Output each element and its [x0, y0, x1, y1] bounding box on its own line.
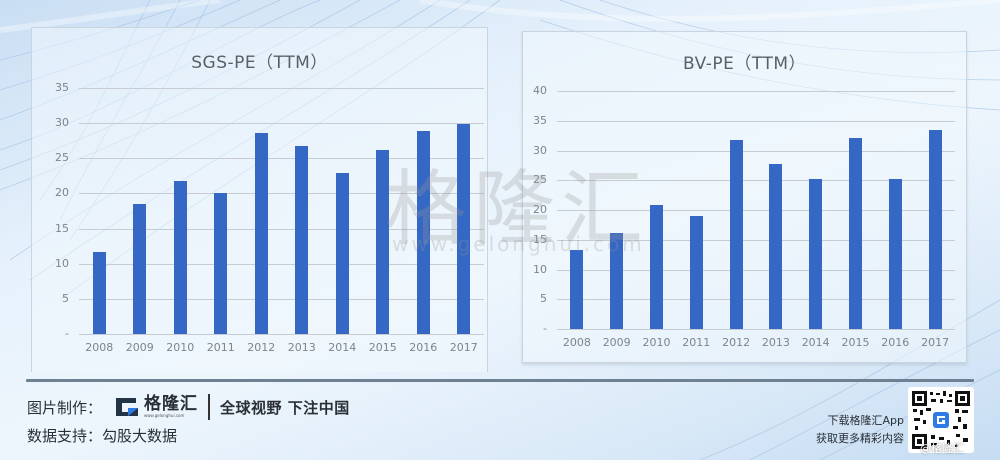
- logo-name: 格隆汇: [144, 394, 199, 414]
- x-tick-label: 2015: [368, 341, 397, 354]
- bar-2014: [335, 173, 349, 334]
- y-tick-label: -: [543, 322, 547, 335]
- bar-2009: [133, 203, 147, 334]
- x-tick-label: 2017: [921, 336, 950, 349]
- bar-2012: [729, 139, 743, 329]
- bar-2008: [92, 251, 106, 334]
- bar-2016: [416, 130, 430, 334]
- plot-area: - 5 10 15 20 25 30 35 2008 2009 2010 2011 2012 2013 20…: [55, 81, 484, 354]
- data-source: 勾股大数据: [102, 427, 178, 445]
- y-tick-label: 35: [533, 113, 547, 127]
- promo-line-2: 获取更多精彩内容: [816, 432, 904, 445]
- x-tick-label: 2014: [801, 336, 830, 349]
- y-tick-label: -: [65, 327, 69, 340]
- x-tick-label: 2016: [409, 341, 438, 354]
- bar-2014: [809, 179, 823, 329]
- y-tick-label: 5: [62, 291, 69, 305]
- x-tick-label: 2010: [642, 336, 671, 349]
- y-tick-label: 10: [55, 256, 69, 270]
- x-tick-label: 2009: [125, 341, 154, 354]
- bar-2017: [928, 130, 942, 329]
- y-tick-label: 25: [55, 151, 69, 165]
- bar-2008: [570, 249, 584, 329]
- x-tick-label: 2008: [562, 336, 591, 349]
- bar-2009: [610, 233, 624, 329]
- x-tick-label: 2017: [449, 341, 478, 354]
- x-tick-label: 2015: [841, 336, 870, 349]
- gridline: [557, 299, 955, 301]
- y-tick-label: 35: [55, 81, 69, 94]
- chart-title: SGS-PE（TTM）: [191, 53, 328, 73]
- logo-separator: [208, 394, 211, 420]
- footer-source-row: 数据支持： 勾股大数据: [27, 425, 177, 446]
- bar-2011: [689, 215, 703, 329]
- gridline: [79, 263, 484, 265]
- x-tick-label: 2008: [85, 341, 114, 354]
- y-tick-label: 5: [540, 292, 547, 306]
- chart-panel-sgs-pe: SGS-PE（TTM） - 5 10 15 20 25 30 35 2008 2009 2010 20…: [31, 27, 488, 372]
- x-tick-label: 2013: [761, 336, 790, 349]
- bar-2013: [769, 164, 783, 329]
- chart-panel-bv-pe: BV-PE（TTM） - 5 10 15 20 25 30 35 40 2008 2009 2010 2…: [522, 31, 967, 363]
- y-tick-label: 15: [55, 221, 69, 235]
- data-source-label: 数据支持：: [27, 427, 103, 445]
- y-tick-label: 30: [533, 143, 547, 157]
- gridline: [79, 123, 484, 125]
- bar-2011: [214, 192, 228, 334]
- gelonghui-logo-icon: [114, 396, 140, 418]
- x-tick-label: 2016: [881, 336, 910, 349]
- gridline: [557, 91, 955, 92]
- x-tick-label: 2013: [287, 341, 316, 354]
- gridline: [557, 210, 955, 211]
- y-tick-label: 20: [533, 203, 547, 216]
- bar-2017: [457, 123, 471, 334]
- bar-2010: [173, 180, 187, 334]
- bar-2012: [254, 132, 268, 334]
- bar-2010: [649, 205, 664, 329]
- gridline: [79, 228, 484, 230]
- gridline: [557, 150, 955, 152]
- bar-2015: [376, 149, 390, 334]
- plot-area: - 5 10 15 20 25 30 35 40 2008 2009 2010 2011 2012 2013…: [533, 84, 955, 349]
- y-tick-label: 10: [533, 262, 547, 276]
- chart-title: BV-PE（TTM）: [682, 54, 807, 74]
- gridline: [557, 269, 955, 271]
- x-tick-label: 2010: [166, 341, 195, 354]
- bar-2015: [848, 138, 863, 329]
- x-tick-label: 2011: [206, 341, 235, 354]
- gridline: [557, 329, 955, 330]
- y-tick-label: 20: [55, 186, 69, 200]
- logo-wordmark: 格隆汇 www.gelonghui.com: [144, 396, 198, 418]
- gridline: [557, 180, 955, 182]
- gridline: [557, 239, 955, 241]
- gridline: [79, 334, 484, 335]
- x-tick-label: 2012: [722, 336, 751, 349]
- gridline: [557, 120, 955, 122]
- gridline: [79, 158, 484, 160]
- y-tick-label: 30: [55, 116, 69, 130]
- x-tick-label: 2009: [602, 336, 631, 349]
- footer-credit-row: 图片制作： 格隆汇 www.gelonghui.com 全球视野 下注中国: [27, 394, 350, 420]
- x-tick-label: 2012: [247, 341, 276, 354]
- y-tick-label: 40: [533, 84, 547, 97]
- gridline: [79, 88, 484, 89]
- app-promo: 下载格隆汇App 获取更多精彩内容: [816, 412, 904, 448]
- logo-url: www.gelonghui.com: [144, 413, 185, 418]
- slogan: 全球视野 下注中国: [220, 398, 350, 417]
- footer-divider: [26, 379, 974, 382]
- bar-2013: [295, 146, 309, 334]
- x-tick-label: 2014: [328, 341, 357, 354]
- gridline: [79, 193, 484, 195]
- qr-credit: @格隆汇: [920, 442, 964, 455]
- made-by-label: 图片制作：: [27, 398, 103, 417]
- qr-code-icon: [911, 390, 971, 450]
- y-tick-label: 25: [533, 173, 547, 187]
- x-tick-label: 2011: [682, 336, 711, 349]
- promo-line-1: 下载格隆汇App: [827, 414, 905, 427]
- qr-code[interactable]: [908, 387, 974, 453]
- gridline: [79, 298, 484, 300]
- bar-2016: [888, 179, 902, 329]
- y-tick-label: 15: [533, 232, 547, 246]
